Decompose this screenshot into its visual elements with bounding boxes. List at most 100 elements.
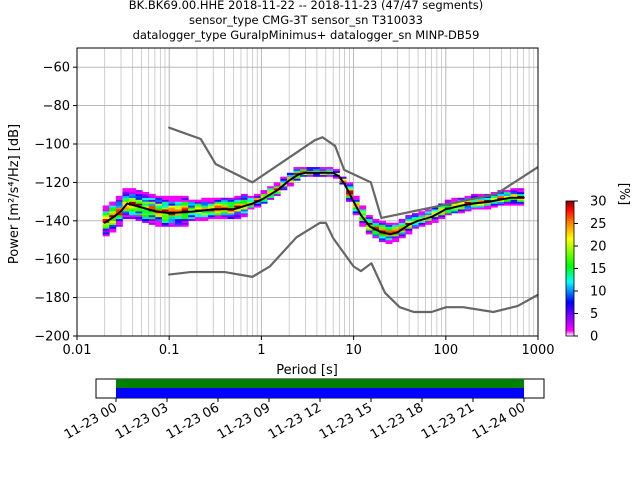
pdf-cell (115, 195, 123, 198)
pdf-cell (444, 213, 452, 216)
pdf-cell (115, 207, 123, 210)
pdf-cell (503, 192, 511, 195)
pdf-cell (207, 211, 215, 214)
pdf-cell (129, 197, 136, 200)
pdf-cell (346, 182, 354, 185)
y-tick-label: −160 (34, 253, 70, 268)
pdf-cell (175, 207, 183, 210)
pdf-cell (247, 195, 255, 198)
pdf-cell (260, 190, 268, 193)
pdf-cell (109, 230, 117, 233)
pdf-cell (306, 172, 314, 175)
pdf-cell (405, 228, 413, 231)
pdf-cell (418, 216, 426, 220)
colorbar-tick-label: 15 (590, 262, 607, 277)
pdf-cell (142, 195, 150, 198)
pdf-cell (227, 216, 235, 220)
pdf-cell (135, 207, 143, 210)
pdf-cell (490, 205, 498, 208)
pdf-cell (503, 201, 511, 204)
pdf-cell (365, 222, 373, 225)
pdf-cell (181, 224, 189, 227)
pdf-cell (109, 224, 117, 227)
pdf-cell (490, 201, 498, 204)
pdf-cell (181, 218, 189, 221)
pdf-cell (102, 215, 110, 218)
pdf-cell (135, 195, 143, 198)
pdf-cell (148, 195, 156, 198)
pdf-cell (438, 209, 446, 212)
timeline-tick-label: 11-23 15 (317, 400, 375, 442)
pdf-cell (385, 224, 393, 227)
pdf-cell (425, 215, 433, 218)
pdf-cell (155, 201, 163, 204)
timeline-tick-label: 11-23 03 (113, 400, 171, 442)
pdf-cell (503, 193, 511, 197)
coverage-bar-available (116, 388, 524, 398)
pdf-cell (510, 199, 518, 202)
pdf-cell (135, 218, 143, 221)
pdf-cell (207, 215, 215, 218)
pdf-cell (188, 203, 196, 206)
pdf-cell (109, 222, 117, 225)
pdf-cell (207, 213, 215, 216)
pdf-cell (273, 186, 281, 189)
pdf-cell (477, 199, 485, 202)
pdf-cell (135, 209, 143, 212)
pdf-cell (109, 203, 117, 206)
pdf-cell (484, 207, 492, 210)
pdf-cell (411, 216, 419, 220)
pdf-cell (438, 215, 446, 218)
pdf-cell (148, 205, 156, 208)
pdf-cell (359, 222, 367, 225)
pdf-cell (214, 203, 222, 206)
pdf-cell (175, 224, 183, 227)
pdf-cell (293, 167, 301, 170)
pdf-cell (352, 213, 360, 216)
pdf-cell (148, 203, 156, 206)
colorbar: 0 5 10 15 20 25 30 [%] (565, 183, 631, 345)
pdf-cell (227, 215, 235, 218)
pdf-cell (161, 207, 169, 210)
pdf-cell (451, 207, 459, 210)
pdf-cell (385, 234, 393, 237)
pdf-cell (122, 195, 130, 198)
pdf-cell (418, 224, 426, 227)
pdf-cell (168, 201, 176, 204)
pdf-cell (484, 205, 492, 208)
pdf-cell (392, 222, 400, 225)
pdf-cell (517, 190, 525, 193)
pdf-cell (148, 211, 156, 214)
pdf-cell (142, 203, 150, 206)
pdf-cell (181, 205, 189, 208)
pdf-cell (451, 199, 459, 202)
pdf-cell (240, 215, 248, 218)
pdf-cell (286, 176, 294, 179)
timeline-tick-label: 11-23 12 (266, 400, 324, 442)
pdf-cell (155, 215, 163, 218)
pdf-cell (115, 199, 123, 202)
pdf-cell (240, 211, 248, 214)
pdf-cell (385, 241, 393, 245)
pdf-cell (359, 207, 367, 210)
pdf-cell (425, 211, 433, 214)
pdf-cell (273, 182, 281, 185)
pdf-cell (359, 205, 367, 208)
pdf-cell (135, 193, 143, 197)
pdf-cell (122, 193, 130, 197)
colorbar-tick-label: 25 (590, 217, 607, 232)
pdf-cell (346, 184, 354, 187)
pdf-cell (221, 203, 229, 206)
pdf-cell (398, 218, 406, 221)
pdf-cell (326, 167, 334, 170)
pdf-cell (109, 205, 117, 208)
pdf-cell (497, 192, 505, 195)
pdf-cell (517, 192, 525, 195)
pdf-cell (372, 236, 380, 239)
pdf-cell (115, 220, 123, 223)
pdf-cell (477, 207, 485, 210)
pdf-cell (313, 172, 321, 175)
low-noise-model-line (168, 221, 538, 314)
pdf-cell (411, 222, 419, 225)
plot-frame (76, 47, 539, 337)
